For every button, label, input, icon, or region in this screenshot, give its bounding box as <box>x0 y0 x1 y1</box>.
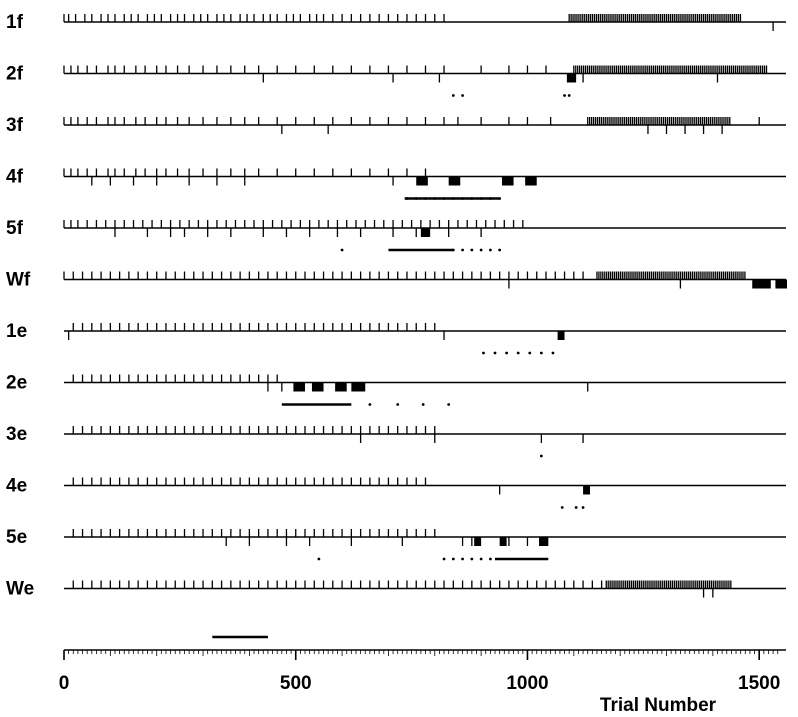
dot-marker <box>567 94 571 97</box>
dot-marker <box>414 197 418 200</box>
error-block <box>501 176 514 186</box>
raster-row: 4f <box>6 167 786 200</box>
row-label: 3f <box>6 115 24 136</box>
dot-marker <box>461 557 464 561</box>
dot-marker <box>451 94 455 97</box>
row-label: 2e <box>6 373 27 394</box>
dot-marker <box>447 403 451 406</box>
error-block <box>566 73 577 83</box>
error-block <box>525 176 537 186</box>
dot-marker <box>498 248 502 252</box>
error-block <box>474 537 482 546</box>
dot-marker <box>581 506 585 509</box>
dot-marker <box>574 506 578 509</box>
dot-marker <box>442 557 446 561</box>
raster-row: 5f <box>6 218 786 252</box>
x-axis-title: Trial Number <box>600 695 717 716</box>
row-label: We <box>6 579 34 600</box>
dot-marker <box>461 197 464 200</box>
row-label: 1e <box>6 321 27 342</box>
raster-row: 2e <box>6 373 786 406</box>
dot-marker <box>539 454 543 458</box>
dot-marker <box>442 197 446 200</box>
dot-marker <box>539 351 543 355</box>
row-label: 4f <box>6 167 24 188</box>
dot-marker <box>424 197 427 200</box>
error-block <box>448 176 461 186</box>
dot-marker <box>488 557 492 561</box>
error-block <box>416 176 428 186</box>
dot-marker <box>461 94 464 97</box>
dot-marker <box>470 248 474 252</box>
error-block <box>499 537 507 546</box>
dot-marker <box>479 197 483 200</box>
dot-marker <box>461 248 464 252</box>
dot-marker <box>488 197 492 200</box>
dot-marker <box>433 197 437 200</box>
row-label: 4e <box>6 476 27 497</box>
raster-row: 4e <box>6 476 786 509</box>
x-tick-label: 1000 <box>506 673 548 694</box>
error-block <box>311 382 324 392</box>
raster-rows: 1f 2f 3f 4f 5f Wf 1e 2e 3e 4e 5e We <box>6 12 787 600</box>
dot-marker <box>451 197 455 200</box>
raster-row: 3e <box>6 424 786 458</box>
x-axis: 0 500 1000 1500 <box>59 635 786 694</box>
dot-marker <box>516 351 520 355</box>
raster-row: 1e <box>6 321 786 355</box>
dot-marker <box>368 403 372 406</box>
error-block <box>583 485 591 495</box>
raster-row: 2f <box>6 64 786 97</box>
x-tick-label: 1500 <box>738 673 780 694</box>
dot-marker <box>451 557 455 561</box>
error-block <box>351 382 366 392</box>
error-block <box>775 279 787 289</box>
error-block <box>293 382 305 392</box>
dot-marker <box>560 506 564 509</box>
dot-marker <box>488 248 492 252</box>
dot-marker <box>528 351 532 355</box>
error-block <box>335 382 347 392</box>
dot-marker <box>405 197 409 200</box>
dot-marker <box>563 94 566 97</box>
error-block <box>557 331 565 340</box>
dot-marker <box>482 351 485 355</box>
raster-row: 3f <box>6 115 786 136</box>
row-label: 2f <box>6 64 24 85</box>
dot-marker <box>470 197 474 200</box>
dot-marker <box>396 403 400 406</box>
x-tick-label: 500 <box>280 673 312 694</box>
error-block <box>752 279 771 289</box>
dot-marker <box>498 197 502 200</box>
row-label: 1f <box>6 12 24 33</box>
dot-marker <box>505 351 509 355</box>
dot-marker <box>317 557 321 561</box>
row-label: 5e <box>6 527 27 548</box>
dot-marker <box>470 557 474 561</box>
dot-marker <box>479 248 483 252</box>
dot-marker <box>421 403 425 406</box>
raster-row: We <box>6 579 786 600</box>
dot-marker <box>551 351 555 355</box>
raster-row: 1f <box>6 12 786 33</box>
raster-row: 5e <box>6 527 786 561</box>
dot-marker <box>451 248 455 252</box>
row-label: 5f <box>6 218 24 239</box>
dot-marker <box>340 248 344 252</box>
dot-marker <box>479 557 483 561</box>
row-label: Wf <box>6 270 31 291</box>
dot-marker <box>493 351 497 355</box>
row-label: 3e <box>6 424 27 445</box>
x-tick-label: 0 <box>59 673 70 694</box>
error-block <box>539 537 549 546</box>
raster-row: Wf <box>6 270 787 291</box>
error-block <box>420 228 431 237</box>
